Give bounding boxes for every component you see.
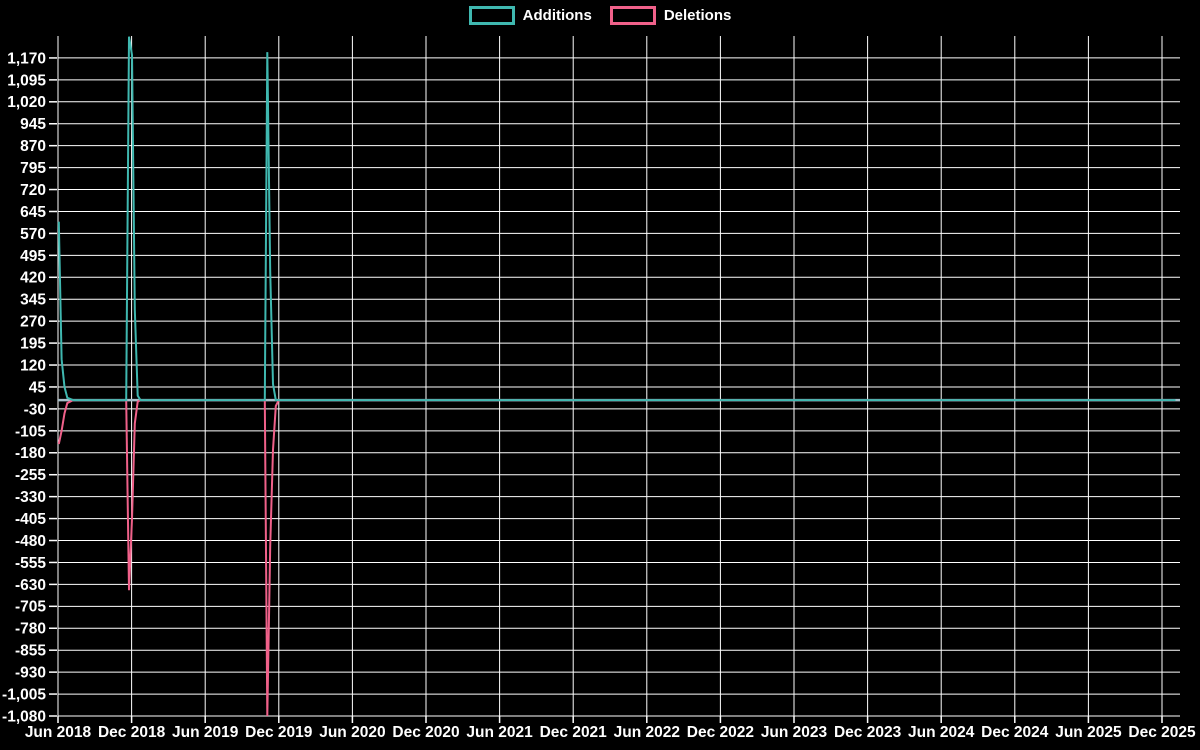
y-tick-label: 1,020 bbox=[7, 94, 46, 111]
y-tick-label: 120 bbox=[20, 357, 46, 374]
x-tick-label: Dec 2024 bbox=[981, 724, 1049, 741]
x-tick-label: Jun 2022 bbox=[614, 724, 680, 741]
y-tick-label: -480 bbox=[15, 533, 46, 550]
y-tick-label: 720 bbox=[20, 182, 46, 199]
y-tick-label: -930 bbox=[15, 665, 46, 682]
y-tick-label: -705 bbox=[15, 599, 46, 616]
y-tick-label: -330 bbox=[15, 489, 46, 506]
x-tick-label: Jun 2024 bbox=[908, 724, 975, 741]
y-tick-label: -180 bbox=[15, 445, 46, 462]
y-tick-label: 570 bbox=[20, 226, 46, 243]
legend-label-deletions: Deletions bbox=[663, 7, 732, 24]
y-tick-label: 195 bbox=[20, 336, 46, 353]
x-tick-label: Dec 2025 bbox=[1128, 724, 1196, 741]
x-tick-label: Dec 2019 bbox=[245, 724, 313, 741]
additions-line bbox=[57, 36, 1176, 402]
x-tick-label: Dec 2018 bbox=[98, 724, 166, 741]
y-tick-label: 645 bbox=[20, 204, 46, 221]
x-tick-label: Jun 2023 bbox=[761, 724, 828, 741]
x-tick-label: Jun 2018 bbox=[25, 724, 92, 741]
y-tick-label: -405 bbox=[15, 511, 46, 528]
y-tick-label: -255 bbox=[15, 467, 46, 484]
x-tick-label: Jun 2019 bbox=[172, 724, 239, 741]
x-tick-label: Jun 2025 bbox=[1055, 724, 1122, 741]
y-tick-label: -780 bbox=[15, 621, 46, 638]
y-tick-label: 45 bbox=[29, 379, 47, 396]
y-tick-label: 270 bbox=[20, 314, 46, 331]
legend-item-deletions[interactable]: Deletions bbox=[609, 6, 732, 25]
y-tick-label: 345 bbox=[20, 292, 46, 309]
y-tick-label: 870 bbox=[20, 138, 46, 155]
chart-legend: Additions Deletions bbox=[0, 6, 1200, 25]
deletions-swatch-icon bbox=[609, 6, 656, 25]
y-tick-label: 1,170 bbox=[7, 50, 46, 67]
y-tick-label: -855 bbox=[15, 643, 46, 660]
x-tick-label: Jun 2021 bbox=[466, 724, 533, 741]
x-tick-label: Dec 2021 bbox=[540, 724, 608, 741]
y-tick-label: 1,095 bbox=[7, 72, 46, 89]
axis-ticks bbox=[49, 57, 1163, 723]
y-tick-label: 795 bbox=[20, 160, 46, 177]
x-tick-label: Dec 2020 bbox=[392, 724, 459, 741]
y-tick-label: 495 bbox=[20, 248, 46, 265]
legend-label-additions: Additions bbox=[522, 7, 592, 24]
x-axis-labels: Jun 2018 Dec 2018 Jun 2019 Dec 2019 Jun 2020… bbox=[25, 724, 1196, 741]
x-tick-label: Jun 2020 bbox=[319, 724, 385, 741]
y-tick-label: -30 bbox=[24, 401, 46, 418]
legend-item-additions[interactable]: Additions bbox=[468, 6, 592, 25]
x-tick-label: Dec 2023 bbox=[834, 724, 902, 741]
y-tick-label: 945 bbox=[20, 116, 46, 133]
y-tick-label: -555 bbox=[15, 555, 46, 572]
y-tick-label: -1,080 bbox=[2, 708, 46, 725]
grid-lines bbox=[57, 36, 1180, 717]
y-tick-label: -105 bbox=[15, 423, 46, 440]
y-tick-label: 420 bbox=[20, 270, 46, 287]
y-tick-label: -1,005 bbox=[2, 686, 46, 703]
x-tick-label: Dec 2022 bbox=[687, 724, 754, 741]
additions-swatch-icon bbox=[468, 6, 515, 25]
y-tick-label: -630 bbox=[15, 577, 46, 594]
deletions-line bbox=[57, 399, 1176, 717]
y-axis-labels: -1,080 -1,005 -930 -855 -780 -705 -630 -555 -480… bbox=[2, 50, 46, 725]
